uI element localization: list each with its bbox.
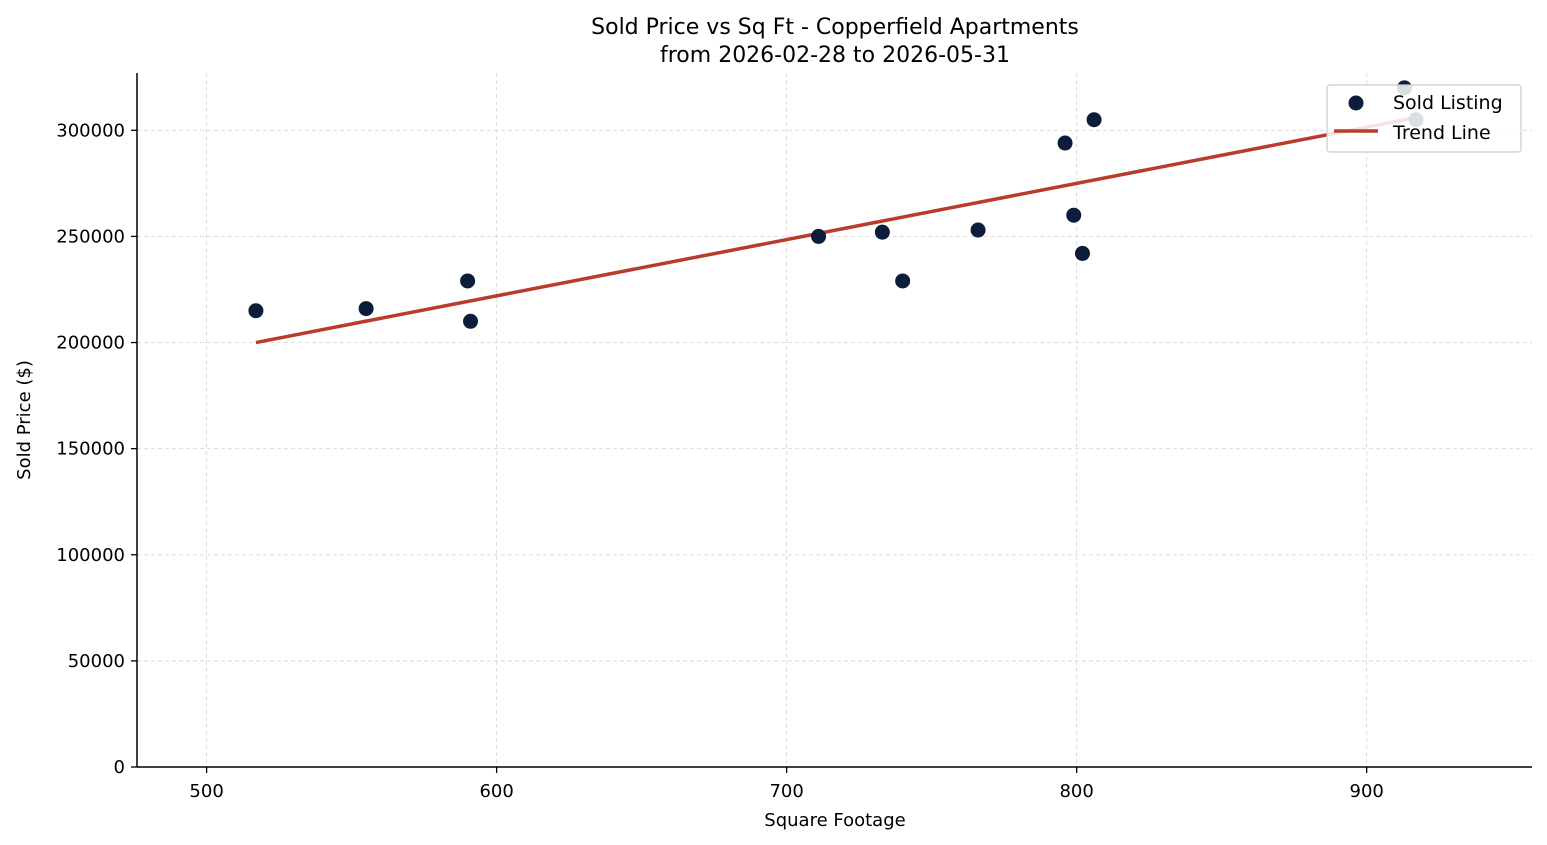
scatter-points: [248, 80, 1424, 329]
legend-label-trend-line: Trend Line: [1392, 122, 1491, 144]
x-tick-label: 700: [769, 781, 803, 802]
grid-lines: [137, 73, 1532, 768]
data-point: [1057, 135, 1073, 151]
legend-box: [1326, 84, 1522, 153]
x-tick-label: 900: [1350, 781, 1384, 802]
trend-line-layer: [255, 115, 1417, 345]
data-point: [811, 228, 827, 244]
y-tick-label: 200000: [56, 333, 125, 354]
x-tick-label: 600: [479, 781, 513, 802]
x-tick-label: 800: [1059, 781, 1093, 802]
data-point: [1074, 245, 1090, 261]
data-point: [874, 224, 890, 240]
data-point: [1066, 207, 1082, 223]
data-point: [248, 303, 264, 319]
data-point: [463, 313, 479, 329]
x-axis-label: Square Footage: [764, 810, 905, 831]
axes: [131, 73, 1532, 773]
trend-line: [255, 115, 1417, 345]
chart-title: Sold Price vs Sq Ft - Copperfield Apartm…: [591, 15, 1079, 40]
legend-marker-sold-listing: [1348, 95, 1364, 111]
data-point: [895, 273, 911, 289]
y-tick-label: 300000: [56, 120, 125, 141]
y-tick-label: 150000: [56, 439, 125, 460]
chart-subtitle: from 2026-02-28 to 2026-05-31: [660, 43, 1010, 68]
x-tick-label: 500: [189, 781, 223, 802]
y-tick-label: 50000: [68, 651, 125, 672]
y-tick-label: 0: [114, 757, 125, 778]
y-tick-label: 100000: [56, 545, 125, 566]
data-point: [1086, 112, 1102, 128]
chart-legend: Sold Listing Trend Line: [1326, 84, 1522, 153]
y-axis-label: Sold Price ($): [14, 360, 35, 480]
tick-labels: 500 600 700 800 900 0 50000 100000 150000 200000 2…: [56, 120, 1384, 802]
data-point: [460, 273, 476, 289]
data-point: [970, 222, 986, 238]
legend-label-sold-listing: Sold Listing: [1393, 92, 1503, 114]
data-point: [358, 301, 374, 317]
y-tick-label: 250000: [56, 226, 125, 247]
